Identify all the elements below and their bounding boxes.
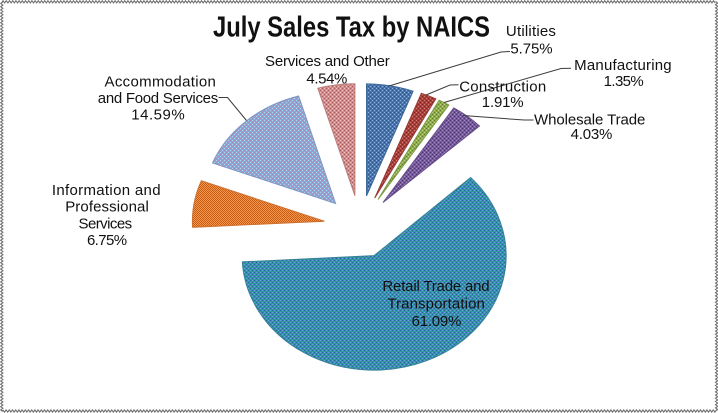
svg-text:Wholesale Trade: Wholesale Trade (534, 111, 645, 128)
svg-text:61.09%: 61.09% (412, 313, 462, 330)
svg-text:Retail Trade and: Retail Trade and (382, 278, 489, 295)
svg-text:4.54%: 4.54% (306, 71, 347, 88)
svg-text:5.75%: 5.75% (510, 40, 552, 57)
svg-text:Construction: Construction (459, 78, 546, 95)
svg-text:14.59%: 14.59% (131, 107, 185, 124)
svg-text:Transportation: Transportation (387, 295, 484, 312)
svg-text:Professional: Professional (65, 199, 149, 216)
svg-text:Utilities: Utilities (506, 23, 556, 40)
svg-text:4.03%: 4.03% (571, 126, 613, 143)
svg-text:Manufacturing: Manufacturing (574, 57, 672, 74)
svg-text:July Sales Tax by NAICS: July Sales Tax by NAICS (213, 12, 490, 44)
svg-text:1.91%: 1.91% (482, 94, 524, 111)
svg-text:Services: Services (79, 216, 133, 233)
svg-text:and Food Services: and Food Services (98, 90, 218, 107)
svg-text:1.35%: 1.35% (604, 73, 644, 90)
svg-text:Services and Other: Services and Other (265, 53, 390, 70)
svg-text:Information and: Information and (52, 182, 161, 199)
svg-text:6.75%: 6.75% (87, 232, 127, 249)
svg-text:Accommodation: Accommodation (105, 74, 216, 91)
